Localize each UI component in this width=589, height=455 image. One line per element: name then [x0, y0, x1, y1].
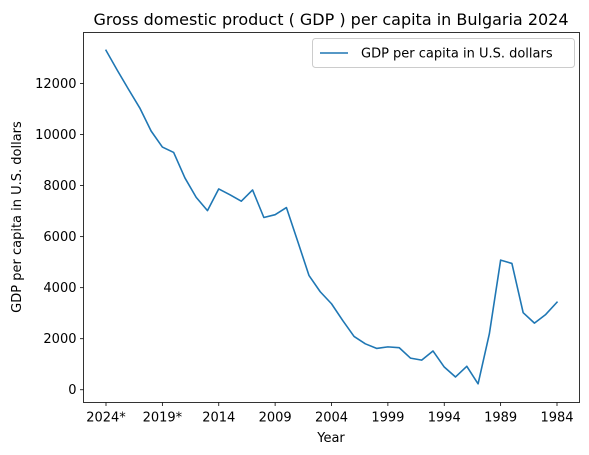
- y-tick-label: 4000: [43, 281, 76, 296]
- y-tick-label: 8000: [43, 179, 76, 194]
- x-tick-label: 2014: [202, 411, 235, 426]
- y-tick-label: 6000: [43, 230, 76, 245]
- y-axis-label: GDP per capita in U.S. dollars: [10, 121, 25, 313]
- y-tick-label: 2000: [43, 332, 76, 347]
- chart-title: Gross domestic product ( GDP ) per capit…: [93, 10, 568, 29]
- x-axis: 2024* 2019* 2014 2009 2004 1999 1994 1989 1984: [86, 402, 574, 426]
- x-axis-label: Year: [316, 431, 345, 446]
- y-tick-label: 0: [68, 383, 76, 398]
- y-tick-label: 12000: [35, 77, 76, 92]
- x-tick-label: 2024*: [86, 411, 126, 426]
- x-tick-label: 1999: [371, 411, 404, 426]
- x-tick-label: 1989: [484, 411, 517, 426]
- y-axis: 0 2000 4000 6000 8000 10000 12000: [35, 77, 84, 398]
- legend-entry-label: GDP per capita in U.S. dollars: [361, 47, 553, 62]
- plot-area-frame: [83, 32, 580, 403]
- legend: GDP per capita in U.S. dollars: [312, 38, 575, 68]
- series-line: [104, 49, 559, 385]
- x-tick-label: 2019*: [143, 411, 183, 426]
- x-tick-label: 2009: [259, 411, 292, 426]
- x-tick-label: 1984: [540, 411, 573, 426]
- x-tick-label: 1994: [428, 411, 461, 426]
- x-tick-label: 2004: [315, 411, 348, 426]
- y-tick-label: 10000: [35, 128, 76, 143]
- legend-box: [312, 38, 575, 68]
